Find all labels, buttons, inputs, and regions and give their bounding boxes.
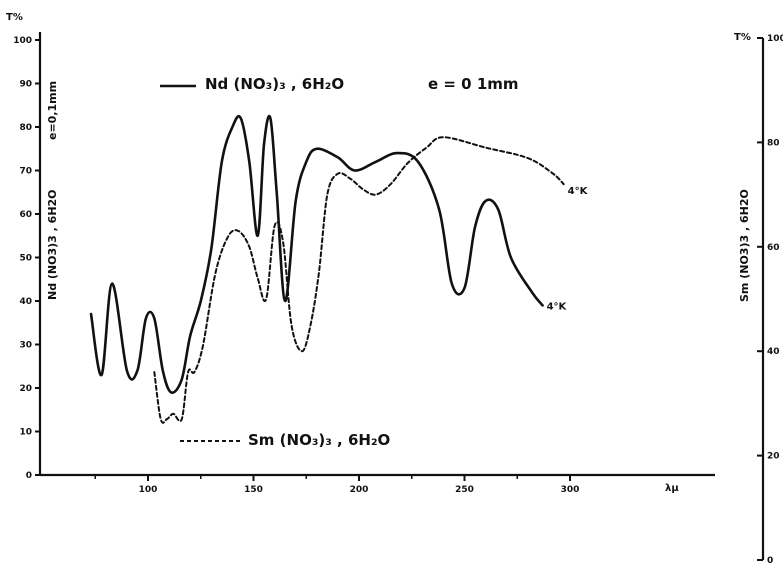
series-annotation-1: 4°K [568,186,589,197]
right-side-label: Sm (NO3)3 , 6H2O [738,189,751,302]
series-line-1 [153,136,565,424]
legend-nd-formula: Nd (NO₃)₃ , 6H₂O [205,75,344,93]
right-axis-title: T% [734,32,751,43]
series-annotation-0: 4°K [547,301,568,312]
x-axis-title: λμ [665,483,679,494]
left-tick-label-6: 60 [19,210,32,220]
series-line-0 [89,114,544,394]
left-side-label-thickness: e=0,1mm [46,81,59,140]
right-tick-label-3: 60 [767,243,780,253]
x-tick-label-1: 150 [244,485,263,495]
x-tick-label-0: 100 [139,485,158,495]
right-tick-label-1: 20 [767,452,780,462]
right-tick-label-0: 0 [767,556,773,566]
left-tick-label-8: 80 [19,123,32,133]
left-tick-label-2: 20 [19,384,32,394]
left-tick-label-10: 100 [13,36,32,46]
x-tick-label-3: 250 [455,485,474,495]
x-tick-label-4: 300 [561,485,580,495]
x-tick-label-2: 200 [350,485,369,495]
legend-sm-formula: Sm (NO₃)₃ , 6H₂O [248,431,390,449]
left-tick-label-9: 90 [19,80,32,90]
right-tick-label-5: 100 [767,34,783,44]
left-tick-label-5: 50 [19,254,32,264]
curves-group: 4°K 4°K [89,84,589,442]
right-tick-label-2: 40 [767,347,780,357]
left-tick-label-7: 70 [19,167,32,177]
left-side-label: Nd (NO3)3 , 6H2O [46,189,59,300]
axes-group: 0 10 20 30 40 50 60 70 80 90 100 0 20 40 60 80 100 100 150… [13,32,783,566]
right-tick-label-4: 80 [767,138,780,148]
left-tick-label-0: 0 [26,471,32,481]
left-tick-label-4: 40 [19,297,32,307]
left-tick-label-1: 10 [19,428,32,438]
left-tick-label-3: 30 [19,341,32,351]
left-axis-title: T% [6,12,23,23]
legend-nd-thickness: e = 0 1mm [428,75,519,93]
